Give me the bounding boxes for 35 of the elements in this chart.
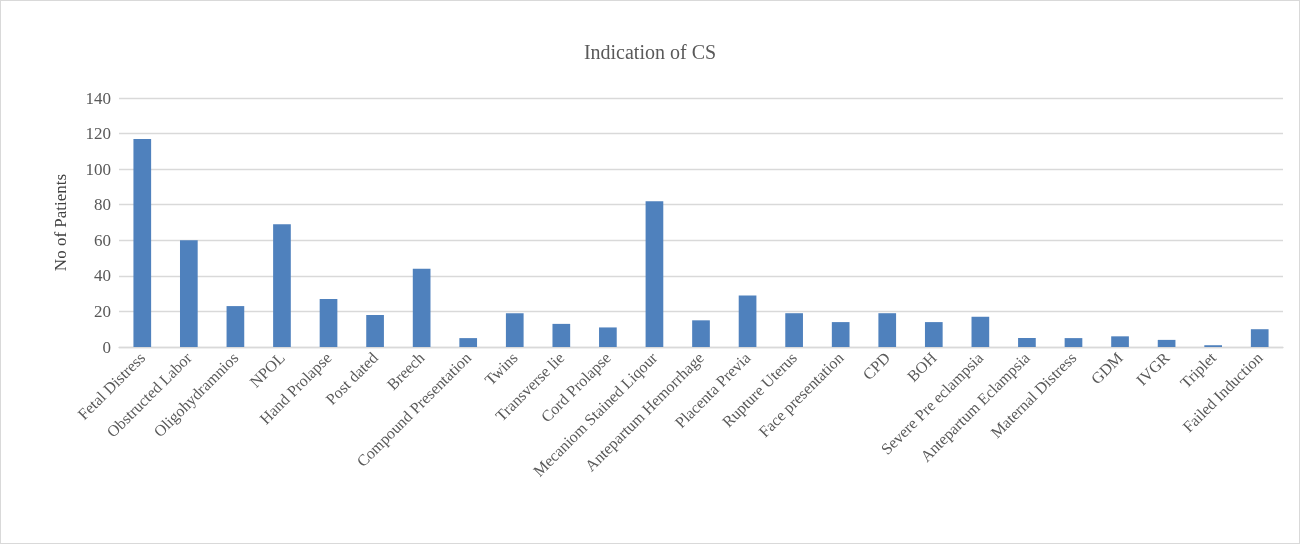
- chart-title: Indication of CS: [583, 41, 717, 63]
- bar: [878, 313, 897, 347]
- bar: [1018, 338, 1036, 347]
- y-tick-label: 40: [94, 266, 111, 286]
- bar: [599, 327, 617, 347]
- bar: [459, 338, 478, 347]
- y-tick-label: 140: [85, 88, 111, 108]
- bar: [831, 322, 850, 347]
- y-axis-title: No of Patients: [51, 173, 70, 272]
- bar: [785, 313, 803, 347]
- bar: [1111, 336, 1129, 347]
- bar: [1064, 338, 1083, 347]
- bar: [645, 201, 664, 347]
- y-tick-label: 80: [94, 195, 111, 215]
- bar: [1250, 329, 1269, 347]
- y-tick-label: 0: [102, 337, 111, 357]
- bar: [738, 295, 757, 347]
- y-tick-label: 60: [94, 230, 111, 250]
- y-tick-label: 100: [85, 159, 111, 179]
- bar: [319, 298, 338, 347]
- x-tick-label: CPD: [859, 348, 894, 384]
- bar: [505, 313, 524, 347]
- y-tick-label: 20: [94, 301, 111, 321]
- bar: [692, 320, 710, 347]
- bar: [133, 138, 152, 347]
- bar: [366, 314, 384, 347]
- bar: [1157, 339, 1176, 347]
- bar: [273, 224, 291, 347]
- bar: [971, 316, 990, 347]
- bar: [226, 306, 245, 347]
- bar: [179, 240, 198, 347]
- bar: [552, 323, 571, 347]
- bar: [924, 322, 943, 347]
- bar: [412, 268, 431, 347]
- y-tick-label: 120: [85, 124, 111, 144]
